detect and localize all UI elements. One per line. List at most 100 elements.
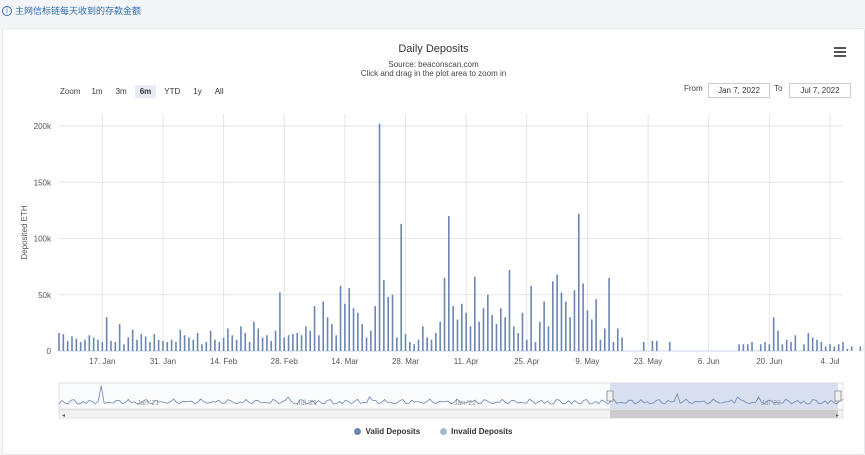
legend-item-invalid[interactable]: Invalid Deposits: [440, 427, 512, 436]
bar-valid-deposit: [548, 326, 550, 351]
bar-valid-deposit: [751, 342, 753, 351]
bar-valid-deposit: [561, 293, 563, 352]
bar-valid-deposit: [123, 344, 125, 351]
bar-valid-deposit: [257, 329, 259, 352]
bar-valid-deposit: [327, 317, 329, 351]
bar-valid-deposit: [58, 333, 60, 351]
bar-valid-deposit: [738, 344, 740, 351]
bar-valid-deposit: [526, 340, 528, 351]
bar-valid-deposit: [231, 335, 233, 351]
bar-valid-deposit: [825, 347, 827, 352]
bar-valid-deposit: [431, 340, 433, 351]
bar-valid-deposit: [569, 317, 571, 351]
bar-valid-deposit: [292, 334, 294, 351]
y-axis-title: Deposited ETH: [20, 205, 29, 259]
bar-valid-deposit: [275, 331, 277, 351]
bar-valid-deposit: [530, 286, 532, 351]
x-tick-label: 20. Jun: [756, 357, 782, 366]
bar-valid-deposit: [487, 295, 489, 351]
bar-valid-deposit: [93, 338, 95, 352]
bar-valid-deposit: [396, 338, 398, 352]
bar-valid-deposit: [236, 340, 238, 351]
legend-item-valid[interactable]: Valid Deposits: [354, 427, 420, 436]
bar-valid-deposit: [838, 344, 840, 351]
bar-valid-deposit: [773, 317, 775, 351]
bar-valid-deposit: [335, 335, 337, 351]
bar-valid-deposit: [613, 342, 615, 351]
bar-valid-deposit: [409, 342, 411, 351]
bar-valid-deposit: [210, 331, 212, 351]
bar-valid-deposit: [253, 322, 255, 351]
bar-valid-deposit: [829, 344, 831, 351]
bar-valid-deposit: [747, 344, 749, 351]
bar-valid-deposit: [513, 326, 515, 351]
bar-valid-deposit: [764, 342, 766, 351]
legend-dot-valid: [354, 428, 361, 435]
bar-valid-deposit: [565, 302, 567, 352]
bar-valid-deposit: [305, 326, 307, 351]
y-tick-label: 100k: [34, 235, 52, 244]
x-tick-label: 14. Mar: [331, 357, 358, 366]
bar-valid-deposit: [153, 334, 155, 351]
bar-valid-deposit: [366, 338, 368, 352]
navigator-handle-left[interactable]: [607, 391, 613, 401]
bar-valid-deposit: [145, 336, 147, 351]
bar-valid-deposit: [309, 331, 311, 351]
x-tick-label: 28. Mar: [392, 357, 419, 366]
bar-valid-deposit: [539, 322, 541, 351]
bar-valid-deposit: [439, 322, 441, 351]
bar-valid-deposit: [496, 324, 498, 351]
bar-valid-deposit: [621, 338, 623, 352]
bar-valid-deposit: [262, 338, 264, 352]
bar-valid-deposit: [422, 326, 424, 351]
bar-valid-deposit: [63, 334, 65, 351]
scroll-right-arrow-icon: ▸: [836, 412, 839, 419]
bar-valid-deposit: [552, 281, 554, 351]
bar-valid-deposit: [478, 322, 480, 351]
bar-valid-deposit: [348, 288, 350, 351]
bar-valid-deposit: [556, 275, 558, 352]
bar-valid-deposit: [383, 280, 385, 351]
bar-valid-deposit: [847, 349, 849, 351]
bar-valid-deposit: [535, 342, 537, 351]
bar-valid-deposit: [509, 270, 511, 351]
bar-valid-deposit: [314, 306, 316, 351]
bar-valid-deposit: [608, 278, 610, 351]
bar-valid-deposit: [517, 333, 519, 351]
y-tick-label: 50k: [38, 291, 52, 300]
bar-valid-deposit: [119, 324, 121, 351]
bar-valid-deposit: [643, 342, 645, 351]
bar-valid-deposit: [67, 341, 69, 351]
bar-valid-deposit: [89, 335, 91, 351]
legend-label-invalid: Invalid Deposits: [451, 427, 512, 436]
x-tick-label: 28. Feb: [271, 357, 299, 366]
bar-valid-deposit: [283, 338, 285, 352]
bar-valid-deposit: [344, 304, 346, 351]
bar-valid-deposit: [175, 342, 177, 351]
bar-valid-deposit: [128, 338, 130, 352]
navigator-handle-right[interactable]: [835, 391, 841, 401]
navigator-label: Jan '22: [454, 400, 476, 407]
bar-valid-deposit: [218, 342, 220, 351]
bar-valid-deposit: [604, 329, 606, 352]
navigator-label: Jul '21: [297, 400, 317, 407]
x-tick-label: 14. Feb: [210, 357, 238, 366]
bar-valid-deposit: [171, 340, 173, 351]
bar-valid-deposit: [132, 330, 134, 351]
bar-valid-deposit: [80, 342, 82, 351]
bar-valid-deposit: [405, 334, 407, 351]
bar-valid-deposit: [543, 302, 545, 352]
bar-valid-deposit: [166, 342, 168, 351]
bar-valid-deposit: [777, 331, 779, 351]
bar-valid-deposit: [816, 340, 818, 351]
scrollbar-thumb[interactable]: [610, 410, 838, 418]
bar-valid-deposit: [102, 342, 104, 351]
bar-valid-deposit: [115, 342, 117, 351]
bar-valid-deposit: [808, 333, 810, 351]
bar-valid-deposit: [84, 340, 86, 351]
bar-valid-deposit: [249, 342, 251, 351]
bar-valid-deposit: [266, 335, 268, 351]
bar-valid-deposit: [136, 340, 138, 351]
x-tick-label: 17. Jan: [89, 357, 115, 366]
